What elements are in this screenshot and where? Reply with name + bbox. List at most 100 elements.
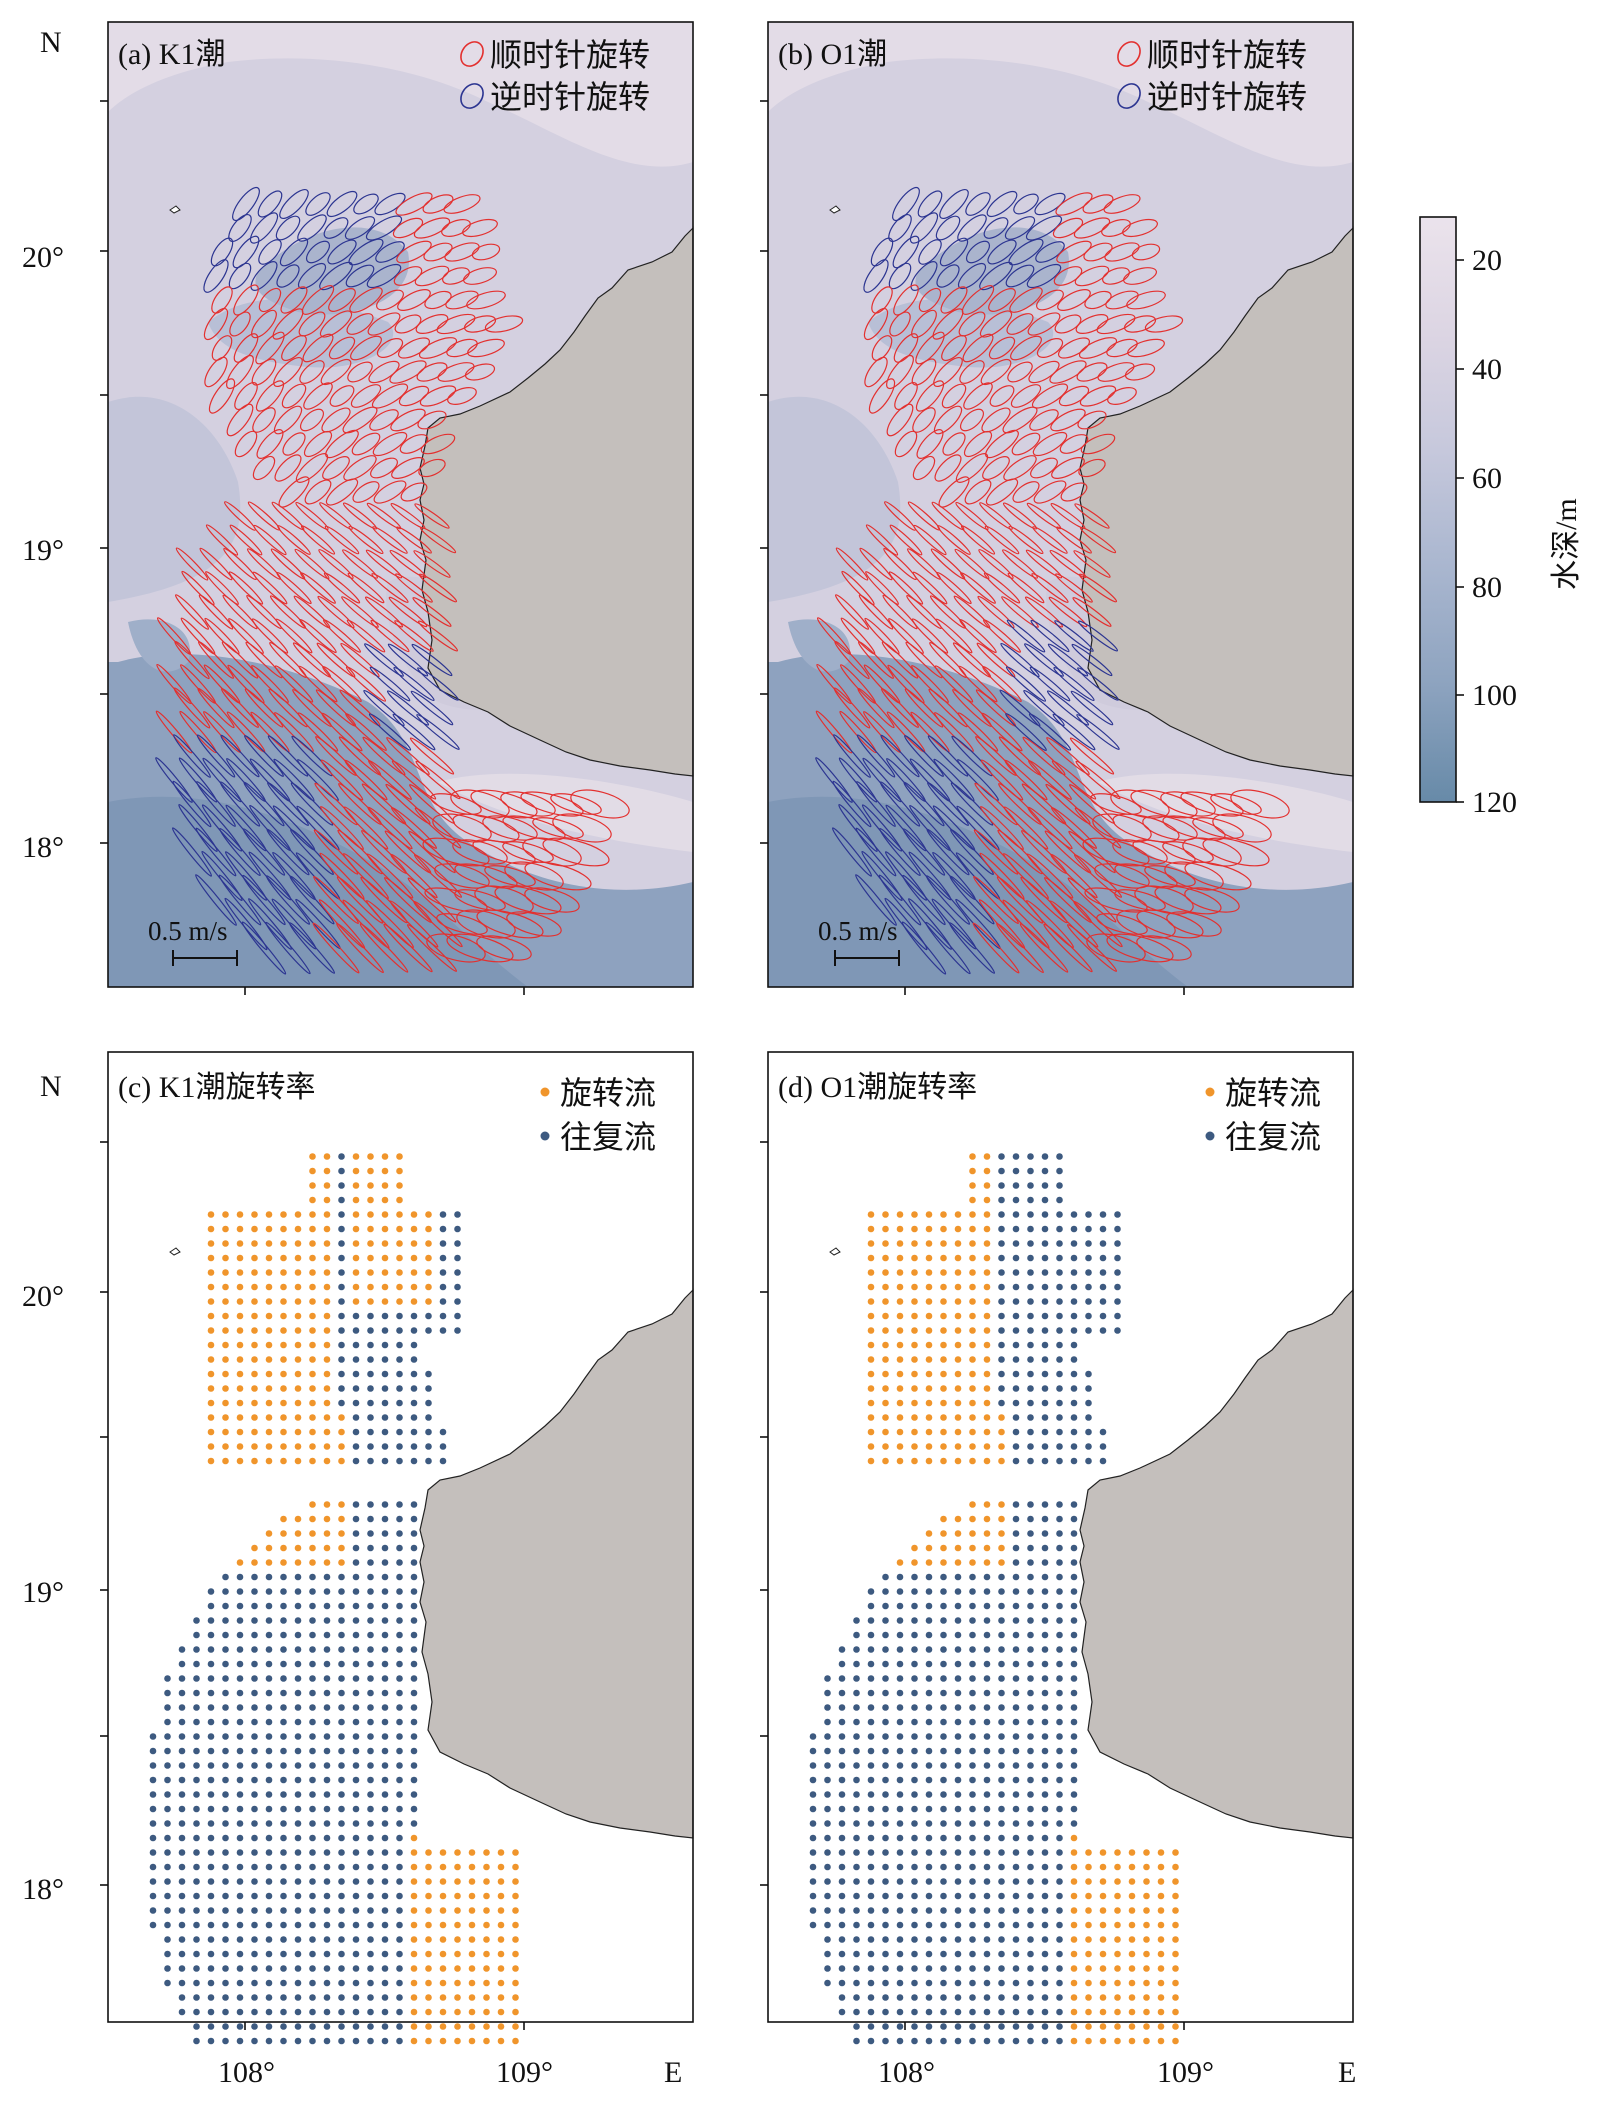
- rotation-dot-c-242: [294, 1385, 302, 1392]
- rotation-dot-c-999: [468, 1994, 476, 2001]
- rotation-dot-c-670: [207, 1805, 215, 1813]
- rotation-dot-c-356: [309, 1530, 316, 1537]
- rotation-dot-d-670: [867, 1805, 875, 1813]
- rotation-dot-c-440: [294, 1617, 302, 1624]
- rotation-dot-d-484: [867, 1660, 875, 1668]
- rotation-dot-d-1009: [925, 2008, 933, 2016]
- rotation-dot-c-246: [352, 1385, 360, 1392]
- rotation-dot-c-901: [483, 1936, 490, 1943]
- rotation-dot-d-608: [1070, 1747, 1078, 1755]
- rotation-dot-c-226: [294, 1370, 302, 1378]
- rotation-dot-c-435: [222, 1617, 229, 1624]
- rotation-dot-d-251: [1085, 1385, 1092, 1392]
- rotation-dot-d-825: [1157, 1892, 1165, 1900]
- tidal-ellipse-a-65: [394, 314, 422, 334]
- rotation-dot-d-214: [998, 1356, 1005, 1363]
- rotation-dot-c-261: [338, 1399, 345, 1407]
- tidal-ellipse-b-120: [1032, 431, 1068, 457]
- tidal-ellipse-a-233: [386, 690, 430, 726]
- rotation-dot-d-504: [896, 1675, 904, 1682]
- rotation-dot-d-384: [1012, 1559, 1020, 1566]
- rotation-dot-d-763: [1012, 1863, 1020, 1871]
- rotation-dot-d-640: [983, 1776, 991, 1784]
- rotation-dot-c-388: [410, 1559, 418, 1566]
- tidal-ellipse-b-111: [1029, 409, 1059, 431]
- rotation-dot-c-934: [236, 1965, 244, 1972]
- tidal-ellipse-b-115: [916, 429, 944, 459]
- rotation-dot-d-290: [954, 1428, 962, 1436]
- rotation-dot-c-918: [367, 1950, 374, 1958]
- tidal-ellipse-a-36: [276, 264, 300, 288]
- tidal-ellipse-b-315: [1068, 830, 1116, 874]
- rotation-dot-d-712: [925, 1834, 933, 1842]
- rotation-dot-c-475: [323, 1646, 331, 1653]
- rotation-dot-c-980: [193, 1994, 200, 2001]
- rotation-dot-c-752: [193, 1863, 200, 1871]
- lat-tick-18-top: 18°: [22, 831, 64, 864]
- rotation-dot-d-311: [1012, 1443, 1020, 1450]
- rotation-dot-c-761: [323, 1863, 331, 1871]
- rotation-dot-c-23: [338, 1196, 345, 1204]
- rotation-dot-d-641: [998, 1776, 1005, 1784]
- rotation-dot-c-390: [236, 1573, 244, 1581]
- rotation-dot-d-96: [1070, 1254, 1078, 1262]
- rotation-dot-c-347: [338, 1515, 345, 1523]
- rotation-dot-d-43: [1085, 1211, 1092, 1218]
- tidal-ellipse-a-3: [305, 192, 331, 216]
- rotation-dot-d-1065: [1070, 2037, 1078, 2045]
- rotation-dot-c-158: [265, 1312, 273, 1320]
- rotation-dot-d-745: [1128, 1849, 1136, 1856]
- tidal-ellipse-b-296: [1027, 806, 1073, 850]
- rotation-dot-c-195: [280, 1341, 287, 1349]
- tidal-ellipse-b-258: [815, 757, 853, 803]
- rotation-dot-c-654: [251, 1791, 258, 1798]
- rotation-dot-c-53: [309, 1225, 316, 1233]
- rotation-dot-c-828: [164, 1907, 171, 1914]
- rotation-dot-d-497: [1056, 1660, 1063, 1668]
- rotation-dot-d-224: [925, 1370, 933, 1378]
- rotation-dot-c-326: [323, 1457, 331, 1465]
- rotation-dot-d-424: [954, 1602, 962, 1610]
- tidal-ellipse-b-147: [889, 524, 923, 556]
- rotation-dot-c-995: [410, 1994, 418, 2001]
- rotation-dot-c-968: [367, 1979, 374, 1987]
- tidal-ellipse-b-216: [911, 665, 949, 703]
- tidal-ellipse-b-116: [942, 432, 966, 456]
- rotation-dot-d-253: [882, 1399, 889, 1407]
- rotation-dot-d-274: [954, 1414, 962, 1421]
- tidal-ellipse-a-193: [251, 618, 289, 654]
- tidal-ellipse-a-231: [339, 689, 381, 727]
- rotation-dot-d-525: [940, 1689, 947, 1697]
- rotation-dot-d-1055: [925, 2037, 933, 2045]
- rotation-dot-d-301: [867, 1443, 875, 1450]
- tidal-ellipse-a-342: [313, 875, 359, 925]
- rotation-dot-c-925: [468, 1950, 476, 1958]
- rotation-dot-c-338: [352, 1501, 360, 1508]
- rotation-dot-c-718: [352, 1834, 360, 1842]
- tidal-ellipse-a-129: [391, 457, 425, 479]
- rotation-dot-c-1048: [497, 2023, 505, 2030]
- tidal-ellipse-a-161: [294, 548, 330, 580]
- rotation-dot-c-910: [251, 1950, 258, 1958]
- rotation-dot-c-369: [323, 1544, 331, 1552]
- rotation-dot-c-94: [381, 1254, 389, 1262]
- rotation-dot-d-22: [983, 1196, 991, 1204]
- rotation-dot-d-95: [1056, 1254, 1063, 1262]
- tidal-ellipse-a-258: [155, 757, 193, 803]
- tidal-ellipse-a-118: [325, 429, 359, 459]
- rotation-dot-d-39: [1027, 1211, 1034, 1218]
- rotation-dot-d-190: [867, 1341, 875, 1349]
- rotation-dot-c-414: [367, 1588, 374, 1595]
- tidal-ellipse-a-224: [173, 687, 211, 729]
- rotation-dot-c-1002: [512, 1994, 519, 2001]
- rotation-dot-d-780: [882, 1878, 889, 1885]
- rotation-dot-d-66: [896, 1240, 904, 1247]
- tidal-ellipse-a-372: [406, 924, 458, 972]
- rotation-dot-c-211: [294, 1356, 302, 1363]
- rotation-dot-d-903: [1172, 1936, 1179, 1943]
- rotation-dot-c-509: [309, 1675, 316, 1682]
- rotation-dot-c-704: [149, 1834, 157, 1842]
- tidal-ellipse-a-17: [392, 217, 424, 239]
- rotation-dot-d-18: [1027, 1182, 1034, 1189]
- rotation-dot-c-651: [207, 1791, 215, 1798]
